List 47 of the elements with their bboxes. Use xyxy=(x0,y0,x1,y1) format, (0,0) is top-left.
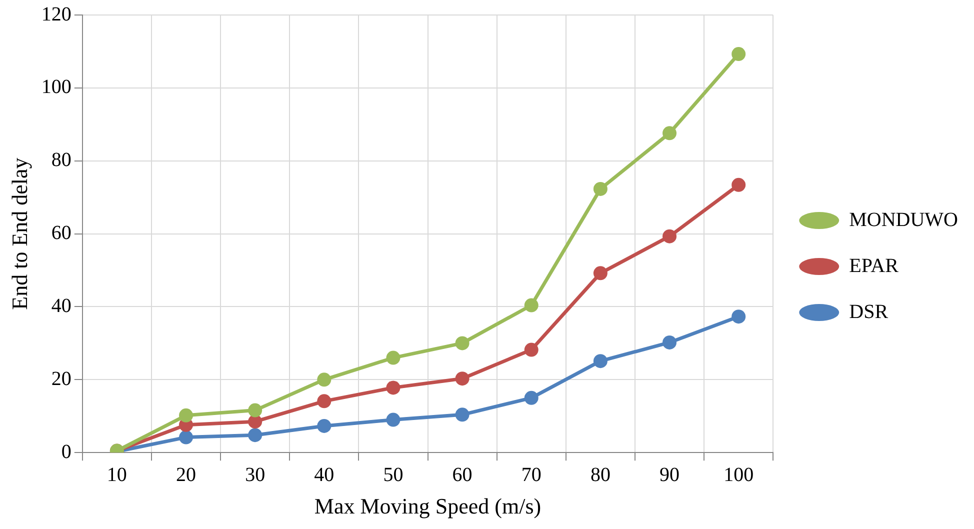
x-tick-label: 100 xyxy=(724,464,754,486)
x-tick-label: 60 xyxy=(452,464,472,486)
x-tick-label: 40 xyxy=(314,464,334,486)
x-axis-title: Max Moving Speed (m/s) xyxy=(314,494,542,519)
point xyxy=(317,394,332,408)
point xyxy=(593,182,608,196)
point xyxy=(248,428,262,442)
point xyxy=(732,47,746,62)
point xyxy=(732,178,746,192)
point xyxy=(386,380,400,395)
x-tick-label: 30 xyxy=(245,464,266,486)
point xyxy=(317,372,332,387)
legend-label: EPAR xyxy=(849,254,900,277)
point xyxy=(455,336,470,350)
y-tick-label: 40 xyxy=(51,294,72,317)
legend-label: MONDUWO xyxy=(849,208,958,231)
x-tick-label: 50 xyxy=(383,464,404,486)
x-tick-label: 70 xyxy=(521,464,542,486)
point xyxy=(455,408,470,422)
point xyxy=(524,298,538,312)
point xyxy=(248,403,262,418)
point xyxy=(662,335,677,350)
y-tick-label: 60 xyxy=(51,222,72,244)
y-tick-label: 0 xyxy=(61,440,72,463)
point xyxy=(662,229,677,244)
y-tick-label: 20 xyxy=(51,368,72,390)
point xyxy=(386,350,400,365)
y-tick-label: 100 xyxy=(41,76,72,98)
legend-label: DSR xyxy=(849,300,889,323)
y-tick-label: 120 xyxy=(41,3,72,26)
x-tick-label: 10 xyxy=(106,464,127,486)
y-tick-label: 80 xyxy=(51,149,72,172)
point xyxy=(179,430,194,444)
point xyxy=(386,412,400,427)
point xyxy=(317,418,332,433)
x-tick-label: 80 xyxy=(590,464,610,486)
y-axis-title: End to End delay xyxy=(6,158,32,310)
point xyxy=(593,266,608,280)
x-tick-label: 90 xyxy=(660,464,680,486)
point xyxy=(179,408,194,422)
point xyxy=(662,126,677,140)
point xyxy=(455,372,470,386)
point xyxy=(593,354,608,368)
point xyxy=(524,390,538,405)
point xyxy=(732,310,746,324)
x-tick-label: 20 xyxy=(176,464,196,486)
point xyxy=(524,342,538,357)
